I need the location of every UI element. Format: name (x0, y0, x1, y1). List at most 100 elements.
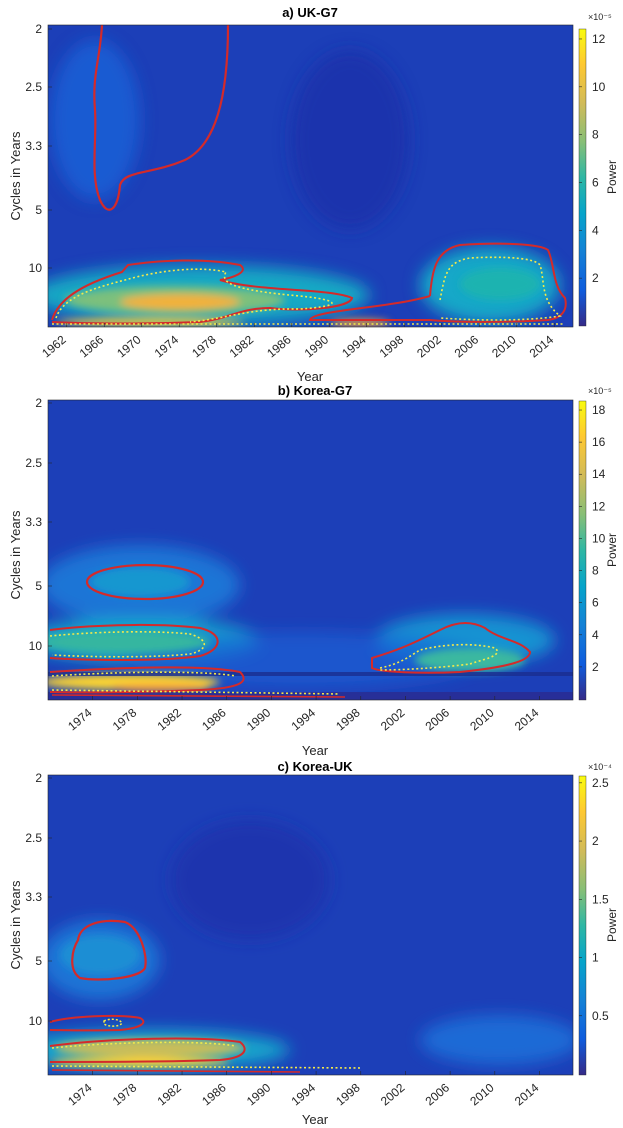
x-tick-label: 1974 (65, 1080, 95, 1108)
x-tick-label: 1994 (339, 332, 369, 360)
panel-b-title: b) Korea-G7 (278, 383, 352, 398)
x-tick-label: 1978 (110, 705, 140, 733)
panel-a-title: a) UK-G7 (282, 5, 338, 20)
y-tick-label: 10 (29, 1014, 43, 1028)
colorbar-tick-label: 0.5 (592, 1009, 609, 1023)
colorbar-tick-label: 6 (592, 596, 599, 610)
x-tick-label: 2006 (452, 332, 482, 360)
panel-c-x-ticks: 1974 1978 1982 1986 1990 1994 1998 2002 2006 2010… (65, 1071, 542, 1108)
x-tick-label: 1982 (155, 1080, 185, 1108)
panel-c-x-label: Year (302, 1112, 329, 1127)
y-tick-label: 2.5 (25, 831, 42, 845)
panel-c-heatmap (48, 775, 573, 1075)
x-tick-label: 2010 (467, 705, 497, 733)
panel-b: b) Korea-G7 (8, 383, 619, 758)
y-tick-label: 10 (29, 639, 43, 653)
x-tick-label: 2010 (467, 1080, 497, 1108)
x-tick-label: 2014 (512, 705, 542, 733)
panel-c-title: c) Korea-UK (277, 759, 353, 774)
colorbar-tick-label: 1 (592, 951, 599, 965)
panel-c-y-ticks: 2 2.5 3.3 5 10 (25, 771, 52, 1028)
panel-a-x-ticks: 1962 1966 1970 1974 1978 1982 1986 1990 1994 1998… (39, 323, 556, 360)
y-tick-label: 2.5 (25, 80, 42, 94)
y-tick-label: 2 (35, 22, 42, 36)
panel-a-colorbar-label: Power (605, 160, 619, 194)
x-tick-label: 1974 (152, 332, 182, 360)
panel-c-colorbar-ticks: 0.5 1 1.5 2 2.5 (579, 776, 609, 1023)
panel-a-colorbar-exponent: ×10⁻⁵ (588, 12, 612, 22)
x-tick-label: 1978 (189, 332, 219, 360)
colorbar-tick-label: 4 (592, 628, 599, 642)
panel-b-x-label: Year (302, 743, 329, 758)
colorbar-tick-label: 4 (592, 223, 599, 237)
colorbar-tick-label: 8 (592, 128, 599, 142)
colorbar-tick-label: 2 (592, 271, 599, 285)
panel-a-y-label: Cycles in Years (8, 131, 23, 220)
colorbar-tick-label: 12 (592, 499, 606, 513)
colorbar-tick-label: 8 (592, 564, 599, 578)
y-tick-label: 2 (35, 396, 42, 410)
x-tick-label: 2002 (378, 1080, 408, 1108)
x-tick-label: 1966 (77, 332, 107, 360)
colorbar-tick-label: 10 (592, 80, 606, 94)
y-tick-label: 3.3 (25, 890, 42, 904)
panel-b-colorbar (578, 400, 587, 701)
x-tick-label: 1986 (264, 332, 294, 360)
x-tick-label: 1974 (65, 705, 95, 733)
x-tick-label: 1994 (289, 1080, 319, 1108)
x-tick-label: 2002 (378, 705, 408, 733)
colorbar-tick-label: 16 (592, 435, 606, 449)
x-tick-label: 1970 (114, 332, 144, 360)
x-tick-label: 1998 (333, 705, 363, 733)
panel-b-colorbar-ticks: 2 4 6 8 10 12 14 16 18 (579, 403, 606, 674)
x-tick-label: 1986 (199, 1080, 229, 1108)
x-tick-label: 2006 (423, 1080, 453, 1108)
colorbar-tick-label: 2 (592, 660, 599, 674)
y-tick-label: 2.5 (25, 456, 42, 470)
x-tick-label: 2014 (527, 332, 557, 360)
panel-c-colorbar-exponent: ×10⁻⁴ (588, 762, 612, 772)
colorbar-tick-label: 2 (592, 834, 599, 848)
panel-a-y-ticks: 2 2.5 3.3 5 10 (25, 22, 52, 275)
panel-b-heatmap (48, 400, 573, 700)
x-tick-label: 2014 (512, 1080, 542, 1108)
panel-b-x-ticks: 1974 1978 1982 1986 1990 1994 1998 2002 2006 2010… (65, 696, 542, 733)
x-tick-label: 1986 (199, 705, 229, 733)
panel-a-x-label: Year (297, 369, 324, 384)
panel-a: a) UK-G7 2 2.5 3.3 (8, 5, 619, 384)
x-tick-label: 1978 (110, 1080, 140, 1108)
x-tick-label: 1982 (155, 705, 185, 733)
y-tick-label: 5 (35, 579, 42, 593)
colorbar-tick-label: 2.5 (592, 776, 609, 790)
x-tick-label: 1990 (244, 705, 274, 733)
y-tick-label: 10 (29, 261, 43, 275)
colorbar-tick-label: 6 (592, 175, 599, 189)
y-tick-label: 5 (35, 203, 42, 217)
x-tick-label: 1994 (289, 705, 319, 733)
colorbar-tick-label: 12 (592, 32, 606, 46)
x-tick-label: 1990 (244, 1080, 274, 1108)
panel-a-heatmap (48, 25, 573, 327)
y-tick-label: 2 (35, 771, 42, 785)
panel-a-colorbar-ticks: 2 4 6 8 10 12 (579, 32, 606, 285)
panel-a-colorbar (578, 28, 587, 327)
colorbar-tick-label: 14 (592, 467, 606, 481)
y-tick-label: 3.3 (25, 515, 42, 529)
y-tick-label: 5 (35, 954, 42, 968)
colorbar-tick-label: 18 (592, 403, 606, 417)
panel-c-colorbar-label: Power (605, 908, 619, 942)
x-tick-label: 2010 (489, 332, 519, 360)
panel-b-colorbar-label: Power (605, 533, 619, 567)
panel-c-colorbar (578, 775, 587, 1076)
panel-b-y-label: Cycles in Years (8, 510, 23, 599)
panel-b-colorbar-exponent: ×10⁻⁵ (588, 386, 612, 396)
x-tick-label: 1982 (227, 332, 257, 360)
y-tick-label: 3.3 (25, 139, 42, 153)
x-tick-label: 2002 (414, 332, 444, 360)
x-tick-label: 1998 (333, 1080, 363, 1108)
panel-b-y-ticks: 2 2.5 3.3 5 10 (25, 396, 52, 653)
x-tick-label: 2006 (423, 705, 453, 733)
x-tick-label: 1998 (377, 332, 407, 360)
